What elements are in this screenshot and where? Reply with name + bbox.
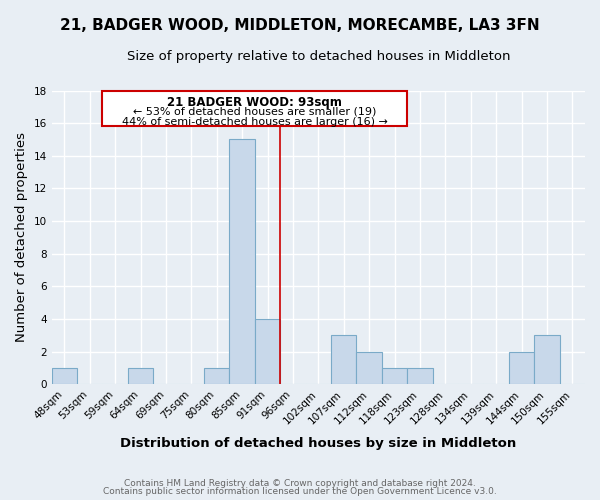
Title: Size of property relative to detached houses in Middleton: Size of property relative to detached ho… (127, 50, 510, 63)
Text: Contains HM Land Registry data © Crown copyright and database right 2024.: Contains HM Land Registry data © Crown c… (124, 478, 476, 488)
Bar (356, 352, 382, 384)
Text: 44% of semi-detached houses are larger (16) →: 44% of semi-detached houses are larger (… (122, 116, 388, 126)
Bar (407, 368, 433, 384)
Text: 21, BADGER WOOD, MIDDLETON, MORECAMBE, LA3 3FN: 21, BADGER WOOD, MIDDLETON, MORECAMBE, L… (60, 18, 540, 32)
Bar (229, 140, 255, 384)
FancyBboxPatch shape (103, 90, 407, 126)
Bar (509, 352, 534, 384)
Bar (204, 368, 229, 384)
X-axis label: Distribution of detached houses by size in Middleton: Distribution of detached houses by size … (120, 437, 517, 450)
Text: 21 BADGER WOOD: 93sqm: 21 BADGER WOOD: 93sqm (167, 96, 342, 110)
Text: ← 53% of detached houses are smaller (19): ← 53% of detached houses are smaller (19… (133, 106, 377, 116)
Y-axis label: Number of detached properties: Number of detached properties (15, 132, 28, 342)
Bar (534, 335, 560, 384)
Text: Contains public sector information licensed under the Open Government Licence v3: Contains public sector information licen… (103, 487, 497, 496)
Bar (128, 368, 153, 384)
Bar (52, 368, 77, 384)
Bar (255, 319, 280, 384)
Bar (382, 368, 407, 384)
Bar (331, 335, 356, 384)
